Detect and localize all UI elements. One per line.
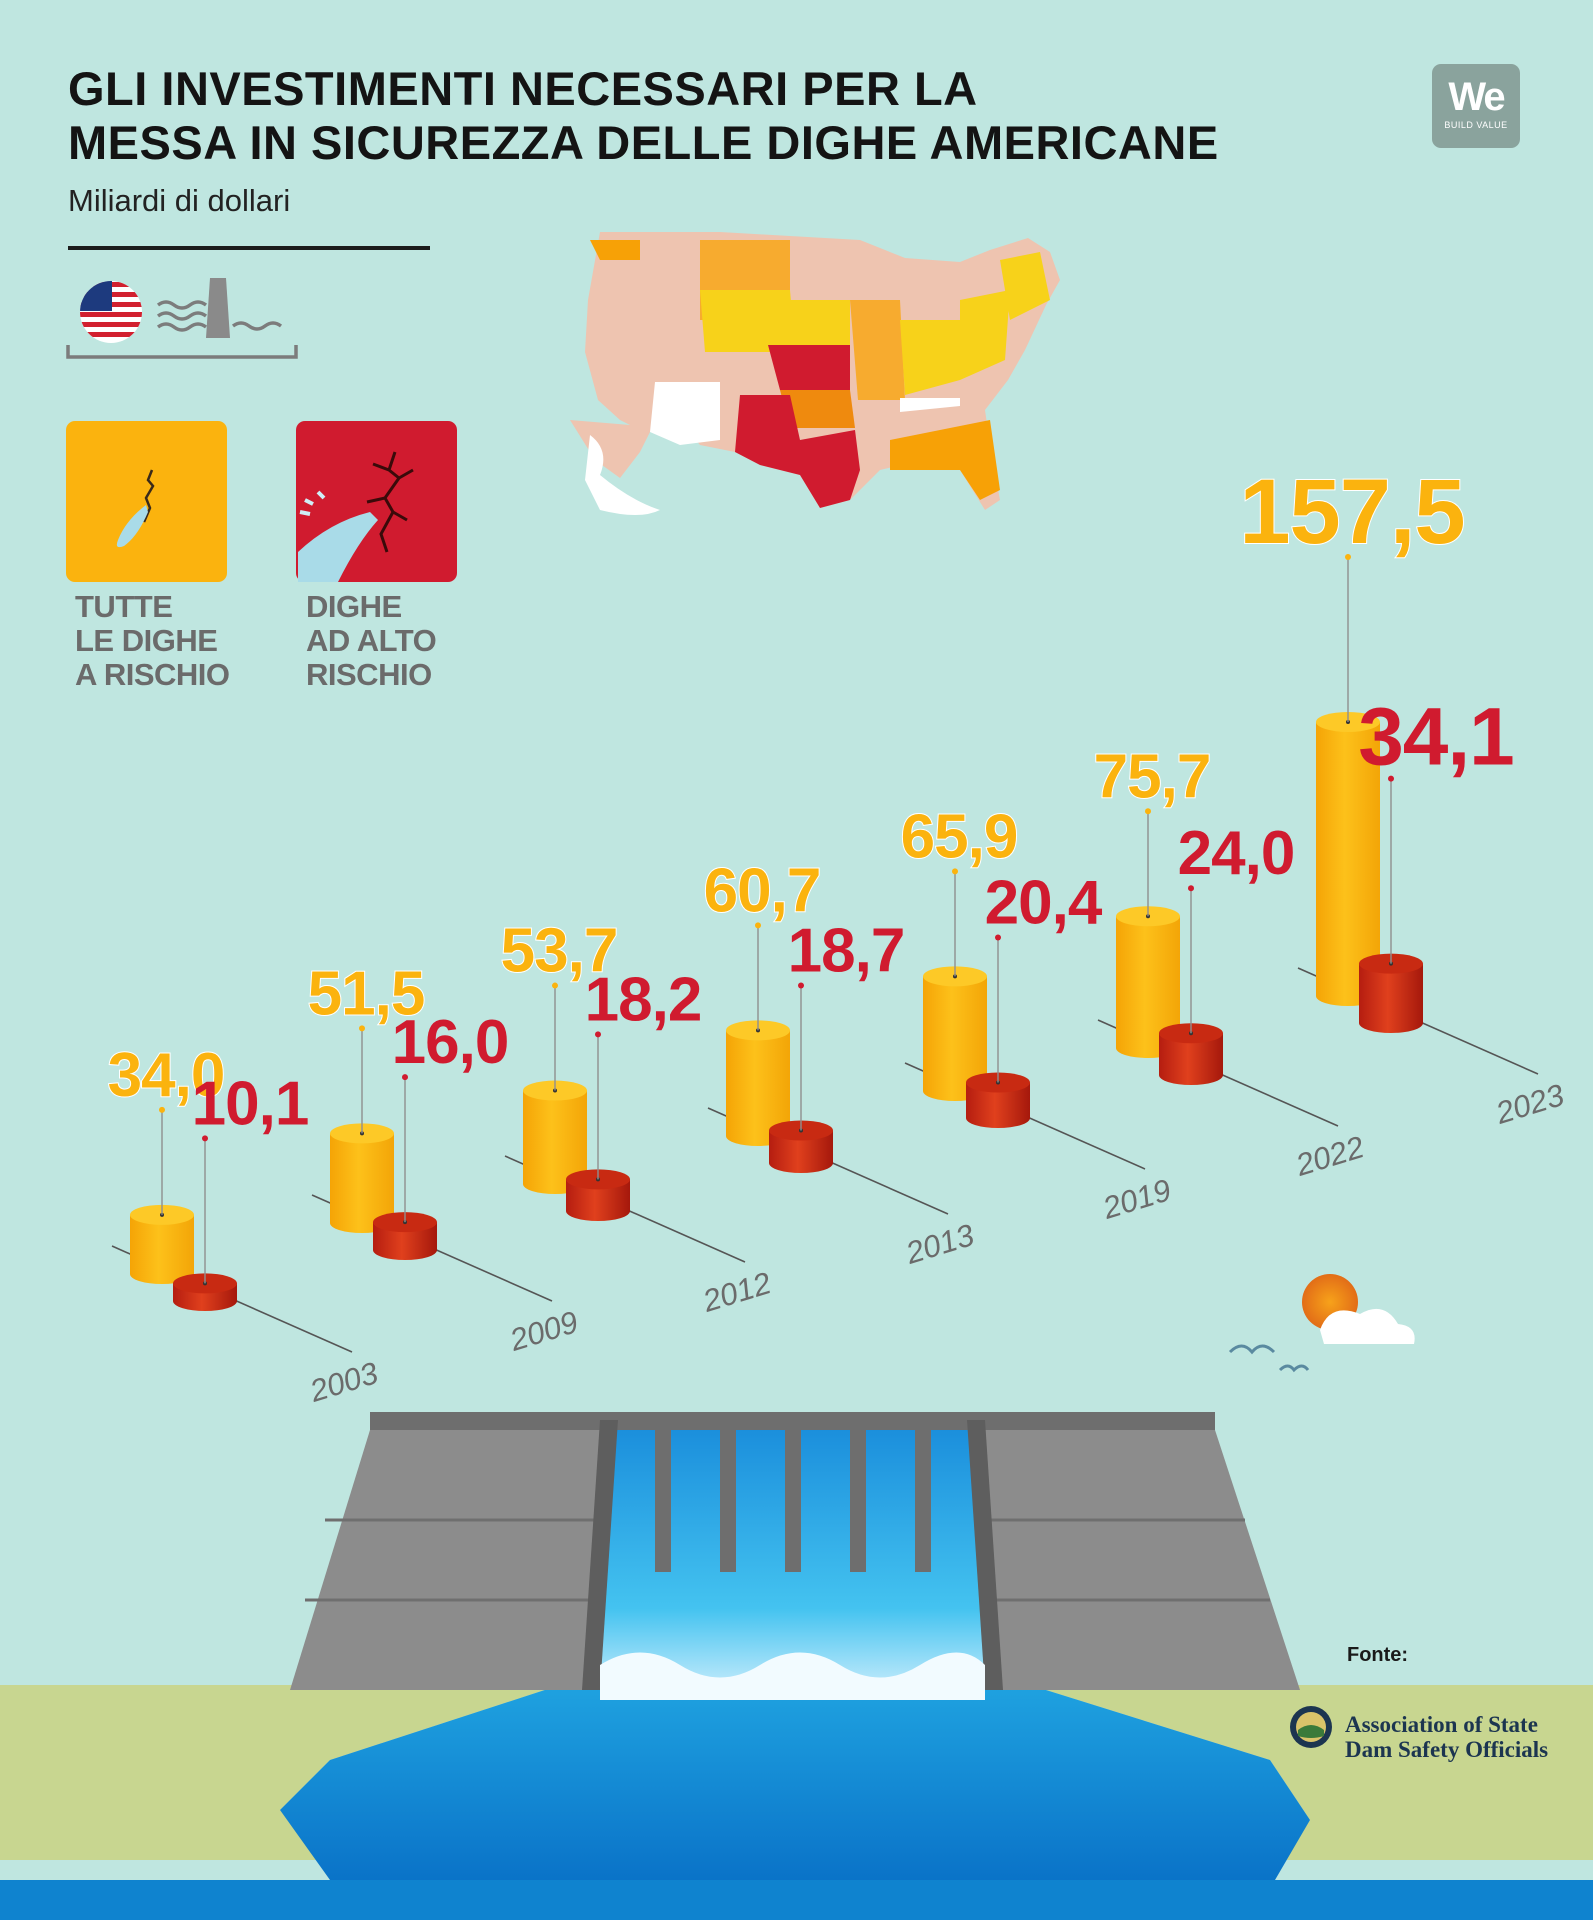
org-line: Dam Safety Officials [1345,1737,1549,1762]
leader-dot [1145,808,1151,815]
leader-dot [202,1135,208,1142]
legend-line: A RISCHIO [75,657,230,692]
grass-left [0,1685,560,1860]
value-label-all-dams: 53,7 [501,917,618,986]
value-label-all-dams: 60,7 [704,856,821,925]
legend-line: LE DIGHE [75,623,218,658]
year-label: 2003 [305,1355,382,1409]
bar-high-hazard [566,1169,630,1221]
year-label: 2009 [505,1304,582,1358]
usa-flag-icon [80,281,142,343]
value-label-high-hazard: 18,7 [788,916,905,985]
grass-right [1030,1685,1593,1860]
value-label-all-dams: 34,0 [108,1041,225,1110]
page-subtitle: Miliardi di dollari [68,183,291,218]
leader-dot [1388,775,1394,782]
legend-label-all-dams: TUTTE LE DIGHE A RISCHIO [75,590,230,692]
value-label-all-dams: 51,5 [308,959,425,1028]
value-label-all-dams: 157,5 [1239,461,1464,563]
year-label: 2022 [1291,1129,1368,1183]
legend-swatch-high-hazard [296,421,457,582]
page-title: GLI INVESTIMENTI NECESSARI PER LA MESSA … [68,62,1219,170]
subtitle-rule [68,246,430,250]
value-label-high-hazard: 20,4 [985,869,1103,938]
legend-line: DIGHE [306,589,402,624]
leader-dot [402,1074,408,1081]
source-label: Fonte: [1347,1644,1409,1666]
source-organization: Association of State Dam Safety Official… [1345,1712,1548,1762]
title-line: MESSA IN SICUREZZA DELLE DIGHE AMERICANE [68,116,1219,169]
leader-dot [1345,553,1351,560]
logo-text: We [1448,75,1505,119]
value-label-high-hazard: 34,1 [1358,692,1514,783]
bar-all-dams [130,1204,194,1284]
value-label-high-hazard: 10,1 [192,1069,309,1138]
value-label-all-dams: 65,9 [901,802,1018,871]
org-line: Association of State [1345,1712,1538,1737]
usa-risk-map [570,232,1060,515]
value-label-all-dams: 75,7 [1094,742,1211,811]
webuild-logo: We BUILD VALUE [1432,64,1520,148]
leader-dot [755,922,761,929]
title-line: GLI INVESTIMENTI NECESSARI PER LA [68,62,978,115]
sun-cloud-icon [1228,1274,1415,1373]
legend-line: TUTTE [75,589,173,624]
legend-swatch-all-dams [66,421,227,582]
water-pool [280,1685,1310,1880]
bar-high-hazard [1359,953,1423,1033]
year-label: 2012 [698,1265,775,1319]
year-label: 2013 [901,1217,978,1271]
leader-dot [552,982,558,989]
legend-line: RISCHIO [306,657,432,692]
value-label-high-hazard: 16,0 [392,1008,509,1077]
dam-pictogram-icon [66,278,298,359]
leader-dot [359,1025,365,1032]
leader-dot [595,1031,601,1038]
leader-dot [995,934,1001,941]
leader-dot [1188,885,1194,892]
water-front [0,1880,1593,1920]
value-label-high-hazard: 24,0 [1178,819,1295,888]
legend-label-high-hazard: DIGHE AD ALTO RISCHIO [306,589,437,692]
logo-tagline: BUILD VALUE [1444,120,1508,130]
leader-dot [798,982,804,989]
year-label: 2023 [1491,1077,1568,1131]
year-label: 2019 [1098,1172,1175,1226]
leader-dot [159,1106,165,1113]
value-label-high-hazard: 18,2 [585,965,702,1034]
legend-line: AD ALTO [306,623,437,658]
dam-structure [290,1412,1300,1700]
asdso-seal-icon [1290,1706,1332,1748]
leader-dot [952,868,958,875]
